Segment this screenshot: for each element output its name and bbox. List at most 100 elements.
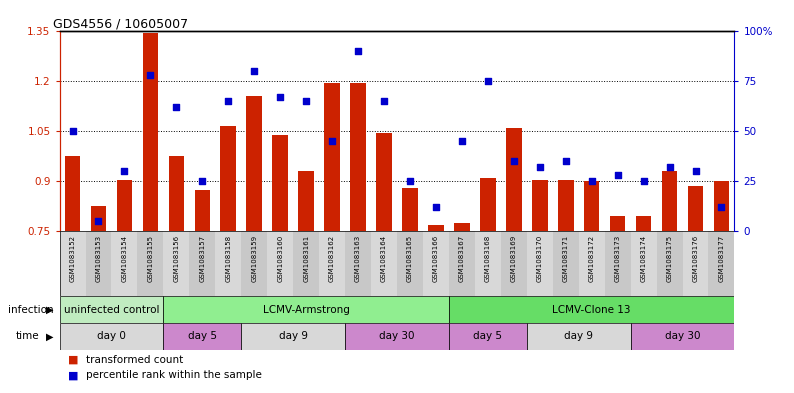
Text: day 30: day 30 (665, 331, 700, 342)
Bar (449, 231, 475, 296)
Bar (501, 231, 526, 296)
Text: GDS4556 / 10605007: GDS4556 / 10605007 (52, 17, 188, 30)
Bar (215, 231, 241, 296)
Text: GSM1083155: GSM1083155 (148, 235, 153, 282)
Text: GSM1083170: GSM1083170 (537, 235, 543, 282)
Bar (708, 231, 734, 296)
Point (715, 204, 728, 211)
Bar (272, 135, 288, 231)
Bar (526, 231, 553, 296)
Bar (558, 180, 573, 231)
Bar (423, 231, 449, 296)
Point (638, 178, 650, 185)
Bar (475, 231, 501, 296)
Text: GSM1083165: GSM1083165 (407, 235, 413, 282)
Bar (630, 231, 657, 296)
Point (300, 98, 313, 105)
Bar (137, 231, 164, 296)
Text: GSM1083166: GSM1083166 (433, 235, 439, 282)
Text: day 30: day 30 (380, 331, 414, 342)
Bar (714, 182, 729, 231)
Bar (553, 231, 579, 296)
Point (92, 219, 105, 225)
Point (222, 98, 235, 105)
Bar (189, 231, 215, 296)
Bar (371, 231, 397, 296)
Text: percentile rank within the sample: percentile rank within the sample (86, 370, 262, 380)
Text: GSM1083174: GSM1083174 (641, 235, 646, 282)
Bar (403, 188, 418, 231)
Bar (661, 171, 677, 231)
Bar (324, 83, 340, 231)
Bar (345, 323, 449, 350)
Text: GSM1083161: GSM1083161 (303, 235, 309, 282)
Bar (688, 186, 703, 231)
Bar (241, 323, 345, 350)
Text: day 0: day 0 (97, 331, 126, 342)
Point (196, 178, 209, 185)
Text: LCMV-Armstrong: LCMV-Armstrong (263, 305, 349, 315)
Text: GSM1083156: GSM1083156 (173, 235, 179, 282)
Bar (428, 225, 444, 231)
Point (689, 168, 702, 174)
Bar (683, 231, 708, 296)
Bar (526, 323, 630, 350)
Text: GSM1083157: GSM1083157 (199, 235, 206, 282)
Text: ■: ■ (67, 370, 78, 380)
Bar (246, 96, 262, 231)
Point (507, 158, 520, 165)
Text: ▶: ▶ (46, 305, 54, 315)
Text: GSM1083152: GSM1083152 (70, 235, 75, 282)
Point (118, 168, 131, 174)
Point (403, 178, 416, 185)
Bar (584, 182, 599, 231)
Bar (506, 128, 522, 231)
Text: GSM1083172: GSM1083172 (588, 235, 595, 282)
Bar (449, 296, 734, 323)
Text: GSM1083167: GSM1083167 (459, 235, 465, 282)
Point (430, 204, 442, 211)
Bar (397, 231, 423, 296)
Bar (579, 231, 605, 296)
Text: day 5: day 5 (188, 331, 217, 342)
Point (352, 48, 364, 55)
Text: transformed count: transformed count (86, 354, 183, 365)
Text: GSM1083175: GSM1083175 (666, 235, 673, 282)
Text: day 5: day 5 (473, 331, 503, 342)
Bar (532, 180, 548, 231)
Bar (143, 33, 158, 231)
Point (66, 128, 79, 134)
Bar (449, 323, 526, 350)
Text: GSM1083158: GSM1083158 (225, 235, 231, 282)
Text: GSM1083171: GSM1083171 (563, 235, 569, 282)
Bar (376, 133, 391, 231)
Text: GSM1083169: GSM1083169 (511, 235, 517, 282)
Point (534, 164, 546, 171)
Point (585, 178, 598, 185)
Bar (480, 178, 495, 231)
Text: GSM1083163: GSM1083163 (355, 235, 361, 282)
Bar (221, 127, 236, 231)
Point (248, 68, 260, 75)
Text: GSM1083168: GSM1083168 (485, 235, 491, 282)
Text: GSM1083164: GSM1083164 (381, 235, 387, 282)
Text: GSM1083162: GSM1083162 (329, 235, 335, 282)
Text: GSM1083153: GSM1083153 (95, 235, 102, 282)
Text: infection: infection (8, 305, 53, 315)
Bar (605, 231, 630, 296)
Bar (299, 171, 314, 231)
Point (170, 104, 183, 110)
Bar (657, 231, 683, 296)
Text: time: time (16, 331, 40, 342)
Bar (117, 180, 133, 231)
Point (663, 164, 676, 171)
Text: ■: ■ (67, 354, 78, 365)
Text: GSM1083159: GSM1083159 (251, 235, 257, 282)
Text: ▶: ▶ (46, 331, 54, 342)
Point (456, 138, 468, 145)
Bar (454, 223, 470, 231)
Point (481, 78, 494, 84)
Text: GSM1083160: GSM1083160 (277, 235, 283, 282)
Point (326, 138, 338, 145)
Bar (293, 231, 319, 296)
